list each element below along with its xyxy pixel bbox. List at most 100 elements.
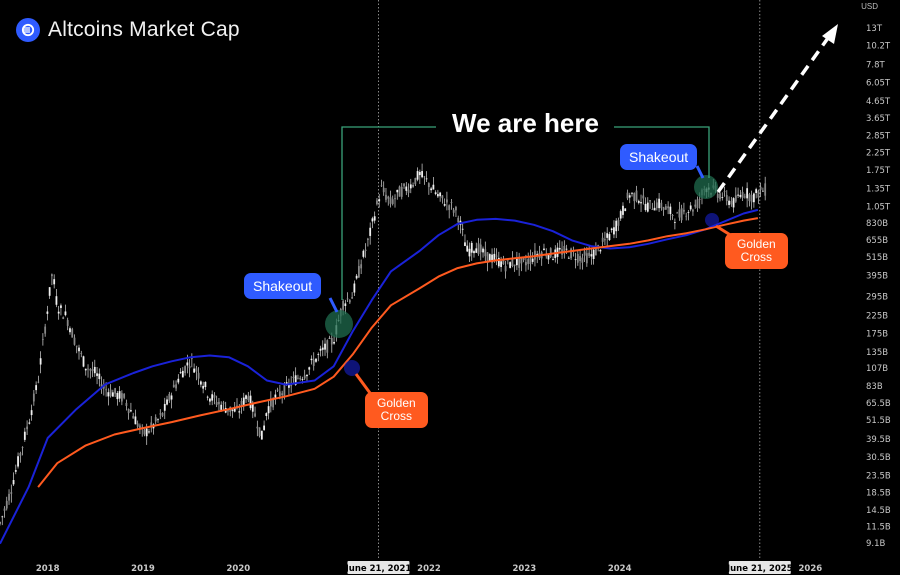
y-tick-label: 295B bbox=[866, 292, 888, 302]
price-candle-body bbox=[446, 199, 448, 203]
price-candle-body bbox=[46, 311, 49, 314]
x-tick-label: 2026 bbox=[798, 564, 822, 574]
price-candle-body bbox=[692, 209, 694, 212]
price-candle-body bbox=[425, 178, 428, 180]
price-candle-body bbox=[491, 254, 493, 263]
price-candle-body bbox=[342, 300, 344, 310]
price-candle-body bbox=[218, 401, 220, 405]
price-candle-body bbox=[306, 374, 308, 377]
price-candle-body bbox=[125, 402, 128, 406]
price-candle-body bbox=[66, 320, 69, 326]
price-candle-body bbox=[739, 194, 742, 197]
price-candle-body bbox=[190, 357, 193, 360]
price-candle-body bbox=[400, 186, 403, 197]
price-candle-body bbox=[143, 429, 146, 435]
price-candle-body bbox=[764, 183, 767, 196]
price-candle-body bbox=[680, 208, 683, 221]
price-candle-body bbox=[696, 199, 699, 209]
price-candle-body bbox=[529, 255, 532, 264]
price-candle-body bbox=[98, 373, 101, 380]
price-candle-body bbox=[628, 195, 631, 198]
price-candle-body bbox=[409, 184, 412, 189]
price-candle-body bbox=[355, 275, 358, 279]
price-candle-body bbox=[116, 392, 119, 400]
price-candle-body bbox=[741, 191, 744, 198]
x-tick-label: 2024 bbox=[608, 564, 632, 574]
price-candle-body bbox=[613, 227, 615, 235]
price-candle-body bbox=[227, 410, 229, 412]
price-candle-body bbox=[667, 206, 670, 209]
price-candle-body bbox=[14, 470, 17, 472]
price-candle-body bbox=[166, 399, 168, 405]
price-candle-body bbox=[130, 410, 132, 412]
dashed-arrow-up-icon bbox=[716, 24, 838, 194]
price-candle-body bbox=[500, 261, 502, 267]
price-candle-body bbox=[405, 186, 408, 191]
price-candle-body bbox=[211, 394, 214, 401]
price-candle-body bbox=[148, 431, 150, 433]
price-candle-body bbox=[583, 251, 586, 256]
price-candle-body bbox=[32, 393, 35, 402]
price-candle-body bbox=[163, 403, 166, 411]
price-candle-body bbox=[26, 426, 28, 430]
price-candle-body bbox=[254, 413, 256, 417]
price-candle-body bbox=[488, 254, 491, 261]
price-candle-body bbox=[719, 193, 721, 200]
price-candle-body bbox=[549, 248, 552, 257]
shakeout-circle-2021 bbox=[325, 310, 353, 338]
price-candle-body bbox=[448, 205, 451, 211]
price-candle-body bbox=[455, 207, 457, 211]
price-candle-body bbox=[285, 382, 288, 385]
price-candle-body bbox=[685, 215, 688, 217]
price-candle-body bbox=[443, 204, 446, 206]
y-tick-label: 18.5B bbox=[866, 489, 891, 499]
price-candle-body bbox=[441, 195, 444, 199]
price-candle-body bbox=[653, 207, 656, 211]
price-candle-body bbox=[301, 379, 304, 380]
price-candle-body bbox=[299, 377, 302, 380]
price-candle-body bbox=[30, 410, 33, 416]
price-candle-body bbox=[522, 258, 525, 261]
price-candle-body bbox=[574, 259, 577, 261]
price-candle-body bbox=[450, 202, 453, 203]
price-candle-body bbox=[734, 195, 737, 202]
price-candle-body bbox=[292, 376, 295, 379]
price-candle-body bbox=[197, 372, 200, 379]
date-flag-label: June 21, 2021 bbox=[345, 564, 412, 574]
price-candles bbox=[0, 163, 767, 526]
price-candle-body bbox=[380, 185, 383, 187]
price-candle-body bbox=[423, 176, 426, 178]
price-candle-body bbox=[518, 256, 521, 268]
price-candle-body bbox=[154, 417, 157, 422]
price-candle-body bbox=[642, 195, 645, 199]
y-tick-label: 13T bbox=[866, 24, 883, 34]
y-tick-label: 9.1B bbox=[866, 539, 886, 549]
price-candle-body bbox=[470, 242, 473, 253]
price-candle-body bbox=[175, 384, 177, 389]
price-candle-body bbox=[369, 227, 372, 236]
price-candle-body bbox=[477, 243, 480, 255]
price-candle-body bbox=[624, 208, 627, 212]
price-candle-body bbox=[664, 206, 667, 210]
price-candle-body bbox=[48, 287, 51, 296]
price-candle-body bbox=[91, 369, 94, 372]
price-candle-body bbox=[637, 200, 640, 203]
price-candle-body bbox=[213, 395, 216, 398]
price-candle-body bbox=[82, 356, 85, 367]
price-candle-body bbox=[310, 358, 313, 361]
price-candle-body bbox=[687, 212, 690, 213]
price-candle-body bbox=[62, 317, 65, 319]
price-candle-body bbox=[617, 219, 620, 226]
price-candle-body bbox=[134, 416, 137, 425]
y-tick-label: 14.5B bbox=[866, 506, 891, 516]
y-tick-label: 515B bbox=[866, 253, 888, 263]
x-tick-label: 2023 bbox=[512, 564, 536, 574]
price-candle-body bbox=[436, 194, 439, 197]
price-candle-body bbox=[312, 359, 315, 366]
price-candle-body bbox=[466, 245, 469, 252]
price-candle-body bbox=[597, 245, 600, 246]
price-candle-body bbox=[626, 192, 629, 199]
altcoin-logo-icon bbox=[16, 18, 40, 42]
price-candle-body bbox=[107, 392, 110, 397]
y-tick-label: 39.5B bbox=[866, 435, 891, 445]
